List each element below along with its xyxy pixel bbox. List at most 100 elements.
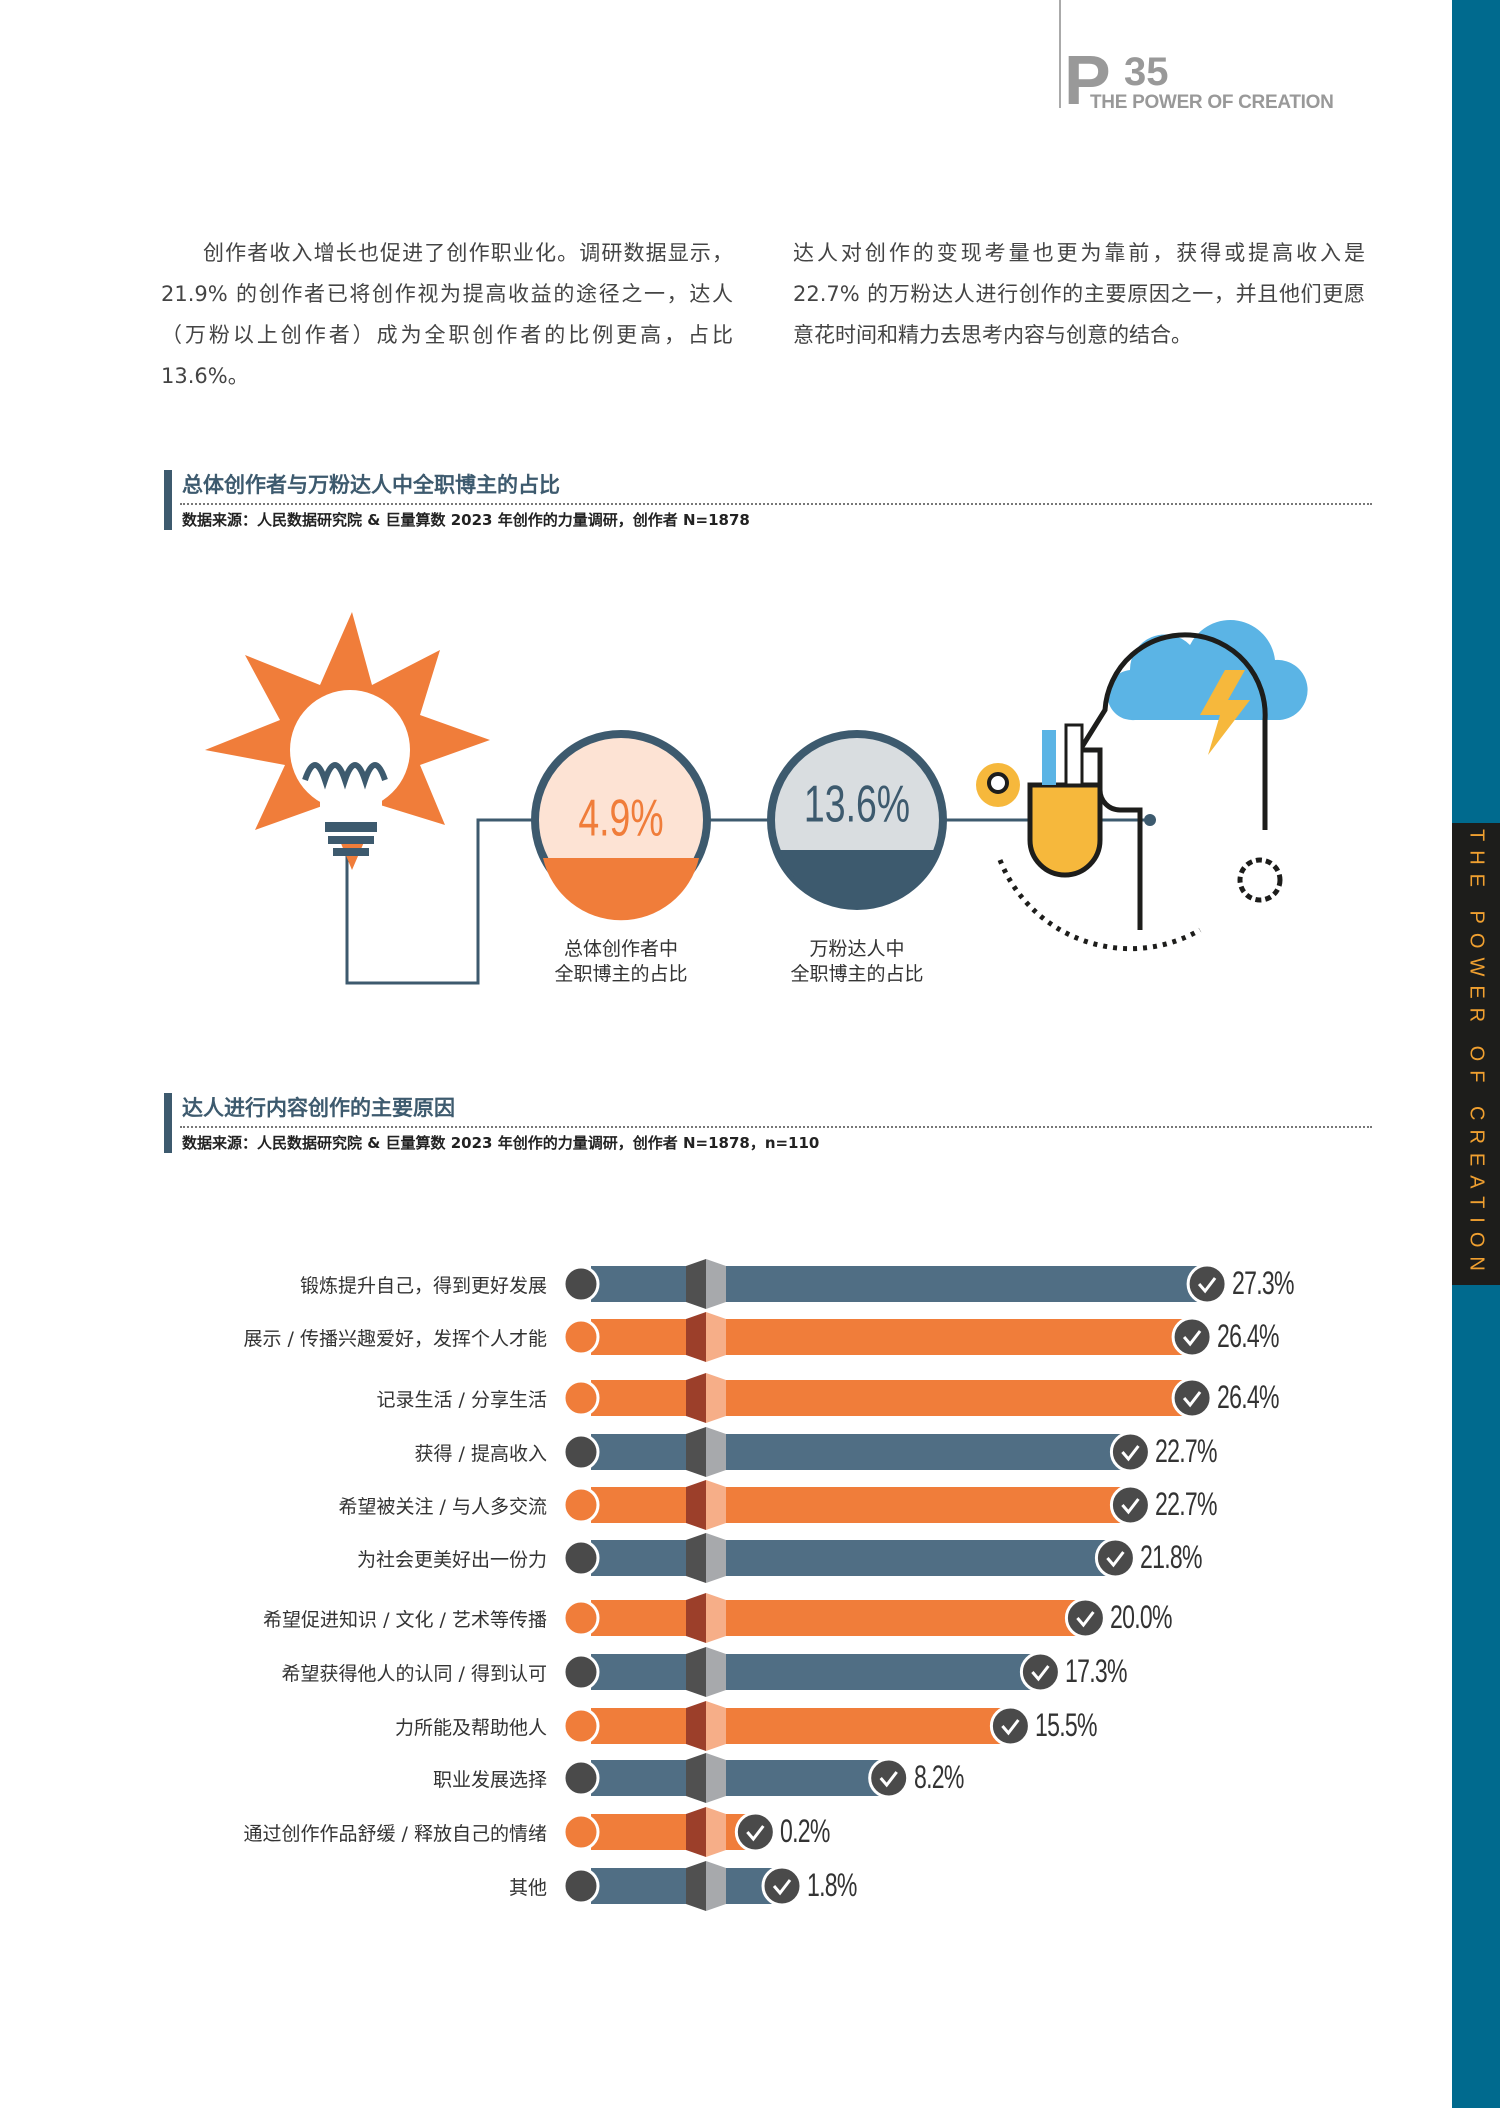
check-mark (1121, 1498, 1140, 1515)
intro-left: 创作者收入增长也促进了创作职业化。调研数据显示，21.9% 的创作者已将创作视为… (161, 241, 733, 388)
fulltime-infographic: 4.9% 13.6% (205, 612, 1308, 985)
bar-value: 22.7% (1155, 1486, 1218, 1522)
section1-title: 总体创作者与万粉达人中全职博主的占比 (182, 473, 560, 497)
bar-value: 27.3% (1232, 1265, 1294, 1301)
section2-header: 达人进行内容创作的主要原因 数据来源：人民数据研究院 & 巨量算数 2023 年… (164, 1093, 1372, 1153)
page-letter: P (1064, 41, 1111, 119)
bar-break-dark (686, 1861, 706, 1911)
section2-title: 达人进行内容创作的主要原因 (182, 1096, 455, 1120)
bar (591, 1600, 1086, 1636)
bar-value: 8.2% (913, 1759, 964, 1795)
bar-row (562, 1312, 1213, 1362)
gauge-value-fans: 13.6% (804, 775, 910, 834)
bar-row (562, 1807, 776, 1857)
bar-value: 15.5% (1035, 1707, 1098, 1743)
bar-value: 17.3% (1065, 1653, 1128, 1689)
bar-break-light (706, 1701, 726, 1751)
bar-row (562, 1701, 1031, 1751)
bar-break-dark (686, 1807, 706, 1857)
bar-start-dot (562, 1707, 600, 1745)
check-icon (734, 1811, 776, 1853)
bar-label: 锻炼提升自己，得到更好发展 (299, 1275, 547, 1297)
section1-header: 总体创作者与万粉达人中全职博主的占比 数据来源：人民数据研究院 & 巨量算数 2… (164, 470, 1372, 530)
bar (591, 1266, 1208, 1302)
bar-break-dark (686, 1373, 706, 1423)
check-mark (772, 1879, 792, 1896)
bar-label: 其他 (508, 1877, 547, 1899)
check-icon (1171, 1316, 1213, 1358)
lightbulb-icon (205, 612, 490, 870)
bar (591, 1380, 1193, 1416)
bar (591, 1814, 756, 1850)
bar-break-light (706, 1593, 726, 1643)
side-tab-text: THE POWER OF CREATION (1465, 828, 1488, 1280)
check-icon (761, 1865, 803, 1907)
bar-break-dark (686, 1647, 706, 1697)
gauge-circle-fans (767, 730, 947, 910)
bar (591, 1434, 1131, 1470)
bar-label: 力所能及帮助他人 (394, 1717, 547, 1739)
bar-row (562, 1259, 1228, 1309)
bar-label: 职业发展选择 (432, 1769, 547, 1791)
bar-break-light (706, 1533, 726, 1583)
check-mark (1106, 1551, 1125, 1568)
bar-label: 希望促进知识 / 文化 / 艺术等传播 (263, 1609, 547, 1631)
bar-break-light (706, 1753, 726, 1803)
bar-break-dark (686, 1312, 706, 1362)
bar-label: 为社会更美好出一份力 (356, 1549, 547, 1571)
bar-break-dark (686, 1480, 706, 1530)
bar-break-light (706, 1807, 726, 1857)
bar-break-dark (686, 1427, 706, 1477)
bar-break-dark (686, 1753, 706, 1803)
bar-start-dot (562, 1318, 600, 1356)
bar-start-dot (562, 1653, 600, 1691)
bar-start-dot (562, 1486, 600, 1524)
page-number-value: 35 (1124, 50, 1169, 94)
gauge-circle-overall (531, 730, 711, 921)
bar-label: 希望被关注 / 与人多交流 (338, 1496, 547, 1518)
bar-value: 20.0% (1110, 1599, 1173, 1635)
bar-start-dot (562, 1813, 600, 1851)
bar-break-dark (686, 1259, 706, 1309)
bar-label: 记录生活 / 分享生活 (376, 1389, 547, 1411)
bar-row (562, 1533, 1136, 1583)
page-tagline: THE POWER OF CREATION (1090, 92, 1334, 113)
bar-start-dot (562, 1433, 600, 1471)
check-icon (1171, 1377, 1213, 1419)
check-mark (1031, 1665, 1050, 1682)
check-mark (746, 1825, 765, 1842)
wire (345, 818, 532, 985)
bar-row (562, 1861, 803, 1911)
check-icon (1186, 1263, 1228, 1305)
creative-head-icon (976, 620, 1308, 952)
bar-row (562, 1753, 910, 1803)
divider (180, 503, 1372, 505)
check-mark (879, 1771, 898, 1788)
check-mark (1197, 1277, 1217, 1294)
check-icon (1109, 1431, 1151, 1473)
bar-start-dot (562, 1539, 600, 1577)
check-icon (1109, 1484, 1151, 1526)
bar-start-dot (562, 1379, 600, 1417)
bar-row (562, 1593, 1106, 1643)
bar-value: 1.8% (807, 1867, 857, 1903)
side-tab: THE POWER OF CREATION (1452, 823, 1500, 1285)
bar-value: 21.8% (1140, 1539, 1203, 1575)
bar-label: 通过创作作品舒缓 / 释放自己的情绪 (243, 1823, 547, 1845)
bar-break-light (706, 1259, 726, 1309)
bar-start-dot (562, 1265, 600, 1303)
bar-start-dot (562, 1759, 600, 1797)
check-mark (1121, 1445, 1140, 1462)
bar-value: 26.4% (1217, 1318, 1279, 1354)
bar-row (562, 1373, 1213, 1423)
check-mark (1182, 1330, 1202, 1347)
bar-break-light (706, 1861, 726, 1911)
check-icon (1019, 1651, 1061, 1693)
check-icon (1064, 1597, 1106, 1639)
bar-break-light (706, 1312, 726, 1362)
bar-break-light (706, 1647, 726, 1697)
check-mark (1076, 1611, 1095, 1628)
check-mark (1182, 1391, 1202, 1408)
bar (591, 1654, 1041, 1690)
section1-source: 数据来源：人民数据研究院 & 巨量算数 2023 年创作的力量调研，创作者 N=… (182, 511, 750, 529)
